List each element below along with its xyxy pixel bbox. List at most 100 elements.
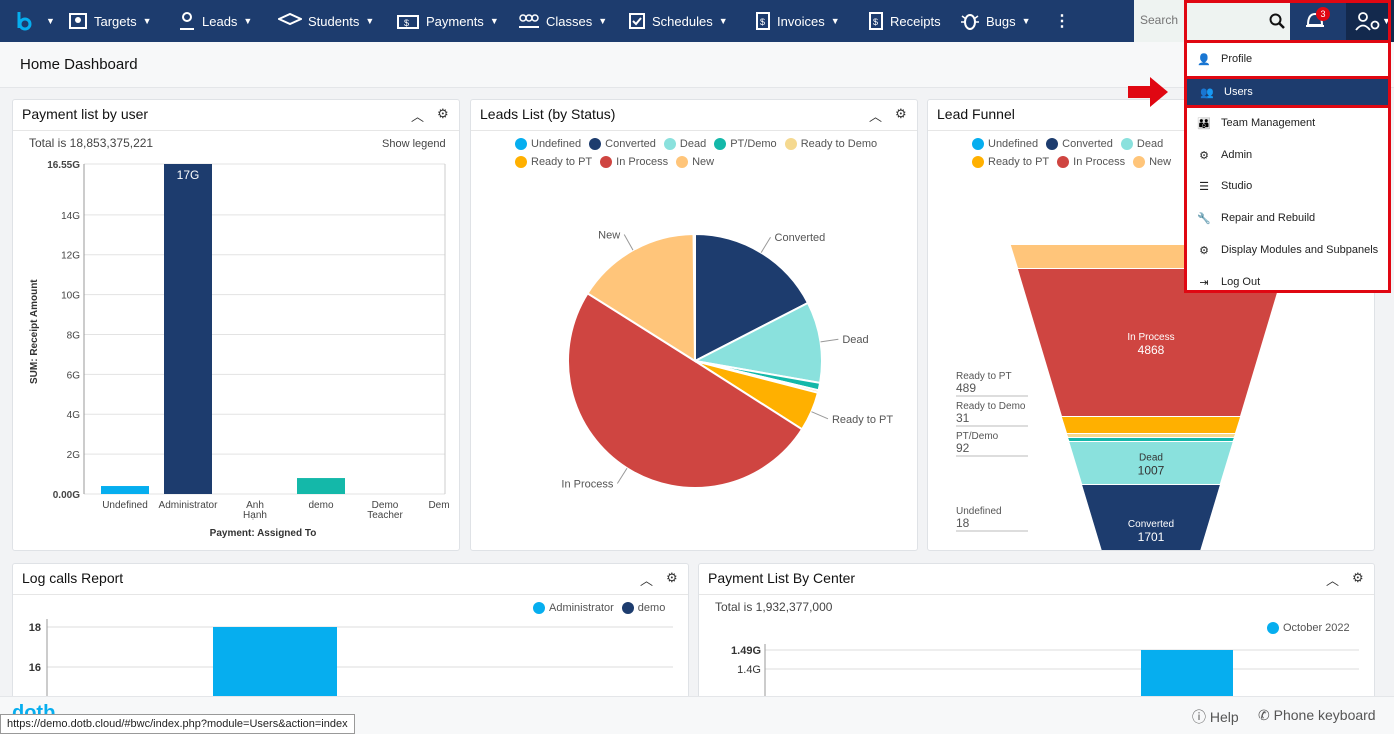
legend-item[interactable]: New bbox=[1133, 156, 1171, 168]
pie-slice bbox=[691, 301, 823, 385]
user-menu-button[interactable]: ▼ bbox=[1346, 0, 1394, 42]
legend-item[interactable]: Administrator bbox=[533, 602, 614, 614]
legend-item[interactable]: Undefined bbox=[515, 138, 581, 150]
funnel-stage bbox=[1061, 417, 1241, 433]
pie-leader-line bbox=[623, 234, 634, 251]
search-icon[interactable] bbox=[1269, 13, 1285, 29]
menu-item-studio[interactable]: ☰ Studio bbox=[1187, 171, 1388, 201]
log-calls-legend: Administrator demo bbox=[533, 602, 665, 614]
user-icon: 👤 bbox=[1197, 53, 1211, 66]
search-input[interactable] bbox=[1140, 13, 1260, 27]
payment-icon: $ bbox=[397, 15, 419, 29]
legend-item[interactable]: Ready to PT bbox=[972, 156, 1049, 168]
gear-icon[interactable]: ⚙ bbox=[895, 106, 907, 121]
legend-item[interactable]: Dead bbox=[663, 138, 706, 150]
pie-leader-line bbox=[811, 411, 829, 420]
menu-item-team-management[interactable]: 👪 Team Management bbox=[1187, 108, 1388, 138]
legend-item[interactable]: October 2022 bbox=[1267, 622, 1350, 634]
gear-icon[interactable]: ⚙ bbox=[1352, 570, 1364, 585]
nav-receipts[interactable]: $ Receipts bbox=[868, 0, 941, 42]
dashlet-title: Payment list by user bbox=[22, 106, 149, 122]
legend-item[interactable]: Converted bbox=[589, 138, 656, 150]
y-tick-label: 16.55G bbox=[47, 160, 80, 171]
legend-item[interactable]: In Process bbox=[1057, 156, 1125, 168]
legend-item[interactable]: demo bbox=[621, 602, 665, 614]
nav-payments-label: Payments bbox=[426, 13, 484, 29]
red-arrow-annotation bbox=[1128, 77, 1168, 107]
funnel-side-value: 92 bbox=[956, 441, 970, 455]
lead-funnel-dashlet: Lead Funnel Undefined Converted Dead Ready … bbox=[927, 99, 1375, 551]
legend-item[interactable]: New bbox=[676, 156, 714, 168]
y-axis-label: SUM: Receipt Amount bbox=[29, 279, 40, 384]
log-calls-report-dashlet: Log calls Report ︿ ⚙ Administrator demo 1… bbox=[12, 563, 689, 703]
pie-leader-line bbox=[820, 338, 839, 343]
menu-item-display-modules[interactable]: ⚙ Display Modules and Subpanels bbox=[1187, 235, 1388, 265]
show-legend-link[interactable]: Show legend bbox=[382, 138, 446, 150]
status-bar-url: https://demo.dotb.cloud/#bwc/index.php?m… bbox=[0, 714, 355, 734]
y-tick-label: 1.4G bbox=[737, 664, 761, 676]
legend-item[interactable]: In Process bbox=[600, 156, 668, 168]
nav-targets-label: Targets bbox=[94, 13, 137, 29]
chevron-down-icon: ▼ bbox=[1021, 16, 1031, 26]
notifications-button[interactable]: 3 bbox=[1304, 7, 1330, 34]
gear-icon[interactable]: ⚙ bbox=[666, 570, 678, 585]
y-tick-label: 1.49G bbox=[731, 645, 761, 657]
nav-students[interactable]: Students ▼ bbox=[278, 0, 374, 42]
more-menu-icon[interactable]: ⋮ bbox=[1054, 13, 1070, 30]
x-tick-label: Dem bbox=[428, 500, 449, 511]
list-icon: ☰ bbox=[1199, 180, 1209, 193]
menu-item-label: Log Out bbox=[1221, 276, 1261, 288]
nav-leads[interactable]: Leads ▼ bbox=[178, 0, 252, 42]
collapse-icon[interactable]: ︿ bbox=[869, 109, 883, 124]
menu-item-profile[interactable]: 👤 Profile bbox=[1187, 44, 1388, 74]
pie-slice bbox=[694, 232, 810, 363]
x-tick-label: Anh bbox=[246, 500, 264, 511]
y-tick-label: 4G bbox=[67, 410, 81, 421]
funnel-side-value: 31 bbox=[956, 411, 970, 425]
app-logo[interactable]: ▼ bbox=[14, 0, 55, 42]
dotb-logo-icon bbox=[17, 12, 32, 31]
pie-leader-line bbox=[616, 467, 628, 484]
menu-item-log-out[interactable]: ⇥ Log Out bbox=[1187, 267, 1388, 297]
legend-item[interactable]: Dead bbox=[1120, 138, 1163, 150]
x-axis-label: Payment: Assigned To bbox=[210, 528, 317, 539]
funnel-stage-label: Dead bbox=[1139, 453, 1163, 464]
collapse-icon[interactable]: ︿ bbox=[1326, 573, 1340, 588]
legend-item[interactable]: Ready to Demo bbox=[784, 138, 877, 150]
legend-item[interactable]: Undefined bbox=[972, 138, 1038, 150]
nav-payments[interactable]: $ Payments ▼ bbox=[396, 0, 499, 42]
menu-item-repair-rebuild[interactable]: 🔧 Repair and Rebuild bbox=[1187, 203, 1388, 233]
phone-keyboard-link[interactable]: ✆ Phone keyboard bbox=[1258, 707, 1376, 724]
collapse-icon[interactable]: ︿ bbox=[411, 109, 425, 124]
menu-item-label: Studio bbox=[1221, 180, 1253, 192]
pie-slice-label: Dead bbox=[842, 334, 868, 346]
legend-item[interactable]: PT/Demo bbox=[714, 138, 777, 150]
chevron-down-icon: ▼ bbox=[718, 16, 728, 26]
nav-bugs[interactable]: Bugs ▼ bbox=[960, 0, 1031, 42]
nav-schedules[interactable]: Schedules ▼ bbox=[628, 0, 728, 42]
collapse-icon[interactable]: ︿ bbox=[640, 573, 654, 588]
legend-swatch bbox=[515, 156, 527, 168]
funnel-side-label: PT/Demo bbox=[956, 431, 999, 442]
funnel-stage-label: Converted bbox=[1128, 519, 1174, 530]
legend-label: In Process bbox=[1073, 156, 1126, 168]
legend-label: Ready to PT bbox=[531, 156, 593, 168]
legend-item[interactable]: Ready to PT bbox=[515, 156, 592, 168]
help-link[interactable]: ⓘ Help bbox=[1192, 707, 1239, 727]
nav-invoices[interactable]: $ Invoices ▼ bbox=[755, 0, 840, 42]
nav-classes[interactable]: Classes ▼ bbox=[518, 0, 607, 42]
y-tick-label: 16 bbox=[29, 662, 41, 674]
nav-targets[interactable]: Targets ▼ bbox=[68, 0, 152, 42]
x-tick-label: Teacher bbox=[367, 510, 403, 521]
legend-swatch bbox=[1057, 156, 1070, 168]
funnel-stage bbox=[1082, 485, 1220, 550]
legend-item[interactable]: Converted bbox=[1046, 138, 1113, 150]
chevron-down-icon: ▼ bbox=[598, 16, 608, 26]
gear-icon[interactable]: ⚙ bbox=[437, 106, 449, 121]
help-label: Help bbox=[1209, 709, 1239, 725]
menu-item-admin[interactable]: ⚙ Admin bbox=[1187, 140, 1388, 170]
legend-swatch bbox=[972, 138, 984, 150]
menu-item-users[interactable]: 👥 Users bbox=[1184, 76, 1391, 108]
y-tick-label: 18 bbox=[29, 622, 41, 634]
user-dropdown-menu: 👤 Profile 👥 Users 👪 Team Management ⚙ Admin … bbox=[1184, 0, 1391, 293]
